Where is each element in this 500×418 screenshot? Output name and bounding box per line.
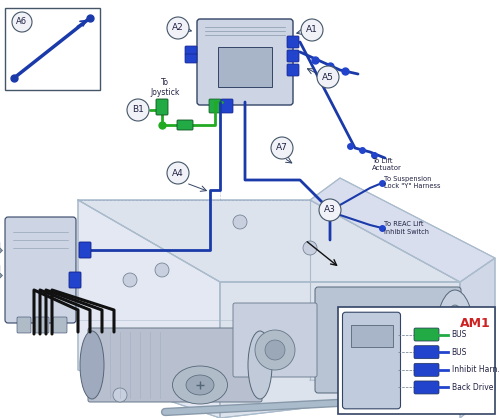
FancyBboxPatch shape	[185, 46, 197, 55]
FancyBboxPatch shape	[287, 64, 299, 76]
Polygon shape	[460, 258, 495, 418]
Text: A3: A3	[324, 206, 336, 214]
FancyBboxPatch shape	[315, 287, 461, 393]
Circle shape	[167, 162, 189, 184]
FancyBboxPatch shape	[414, 381, 439, 394]
Circle shape	[271, 137, 293, 159]
FancyBboxPatch shape	[69, 272, 81, 288]
Circle shape	[301, 19, 323, 41]
FancyBboxPatch shape	[197, 19, 293, 105]
FancyBboxPatch shape	[35, 317, 49, 333]
Text: Back Drive: Back Drive	[452, 383, 493, 392]
FancyBboxPatch shape	[414, 328, 439, 341]
Ellipse shape	[248, 331, 272, 399]
Ellipse shape	[172, 366, 228, 404]
FancyBboxPatch shape	[338, 307, 495, 414]
FancyBboxPatch shape	[218, 47, 272, 87]
Text: To
Joystick: To Joystick	[150, 78, 180, 97]
Circle shape	[303, 241, 317, 255]
Circle shape	[317, 66, 339, 88]
FancyBboxPatch shape	[17, 317, 31, 333]
FancyBboxPatch shape	[287, 36, 299, 48]
Text: BUS: BUS	[452, 348, 467, 357]
Circle shape	[233, 215, 247, 229]
Text: To Lift
Actuator: To Lift Actuator	[372, 158, 402, 171]
Text: B1: B1	[132, 105, 144, 115]
FancyBboxPatch shape	[414, 346, 439, 359]
FancyBboxPatch shape	[88, 328, 262, 402]
Text: To Suspension
Lock "Y" Harness: To Suspension Lock "Y" Harness	[384, 176, 440, 189]
Polygon shape	[78, 200, 460, 282]
FancyBboxPatch shape	[221, 99, 233, 113]
Circle shape	[453, 303, 467, 317]
Text: AM1: AM1	[460, 317, 491, 330]
FancyBboxPatch shape	[414, 363, 439, 376]
Ellipse shape	[444, 305, 466, 365]
Circle shape	[12, 12, 32, 32]
FancyBboxPatch shape	[79, 242, 91, 258]
Ellipse shape	[80, 331, 104, 399]
Text: A2: A2	[172, 23, 184, 33]
Text: A4: A4	[172, 168, 184, 178]
Circle shape	[155, 263, 169, 277]
Polygon shape	[78, 200, 220, 418]
Text: A1: A1	[306, 25, 318, 35]
FancyBboxPatch shape	[185, 54, 197, 63]
Circle shape	[319, 199, 341, 221]
Text: Inhibit Harn.: Inhibit Harn.	[452, 365, 499, 375]
Circle shape	[123, 273, 137, 287]
Ellipse shape	[265, 340, 285, 360]
Circle shape	[127, 99, 149, 121]
Circle shape	[167, 17, 189, 39]
FancyBboxPatch shape	[5, 8, 100, 90]
Ellipse shape	[436, 290, 474, 380]
FancyBboxPatch shape	[350, 325, 393, 347]
FancyBboxPatch shape	[177, 120, 193, 130]
Polygon shape	[310, 178, 495, 282]
FancyBboxPatch shape	[233, 303, 317, 377]
Polygon shape	[220, 282, 460, 418]
FancyBboxPatch shape	[5, 217, 76, 323]
Text: BUS: BUS	[452, 330, 467, 339]
FancyBboxPatch shape	[209, 99, 221, 113]
Ellipse shape	[255, 330, 295, 370]
Circle shape	[113, 388, 127, 402]
FancyBboxPatch shape	[53, 317, 67, 333]
FancyBboxPatch shape	[156, 99, 168, 115]
Text: To REAC Lift
Inhibit Switch: To REAC Lift Inhibit Switch	[384, 222, 429, 234]
FancyBboxPatch shape	[287, 50, 299, 62]
Text: A7: A7	[276, 143, 288, 153]
Circle shape	[471, 373, 485, 387]
Text: A5: A5	[322, 72, 334, 82]
FancyBboxPatch shape	[342, 312, 400, 409]
Ellipse shape	[186, 375, 214, 395]
Text: A6: A6	[16, 18, 28, 26]
